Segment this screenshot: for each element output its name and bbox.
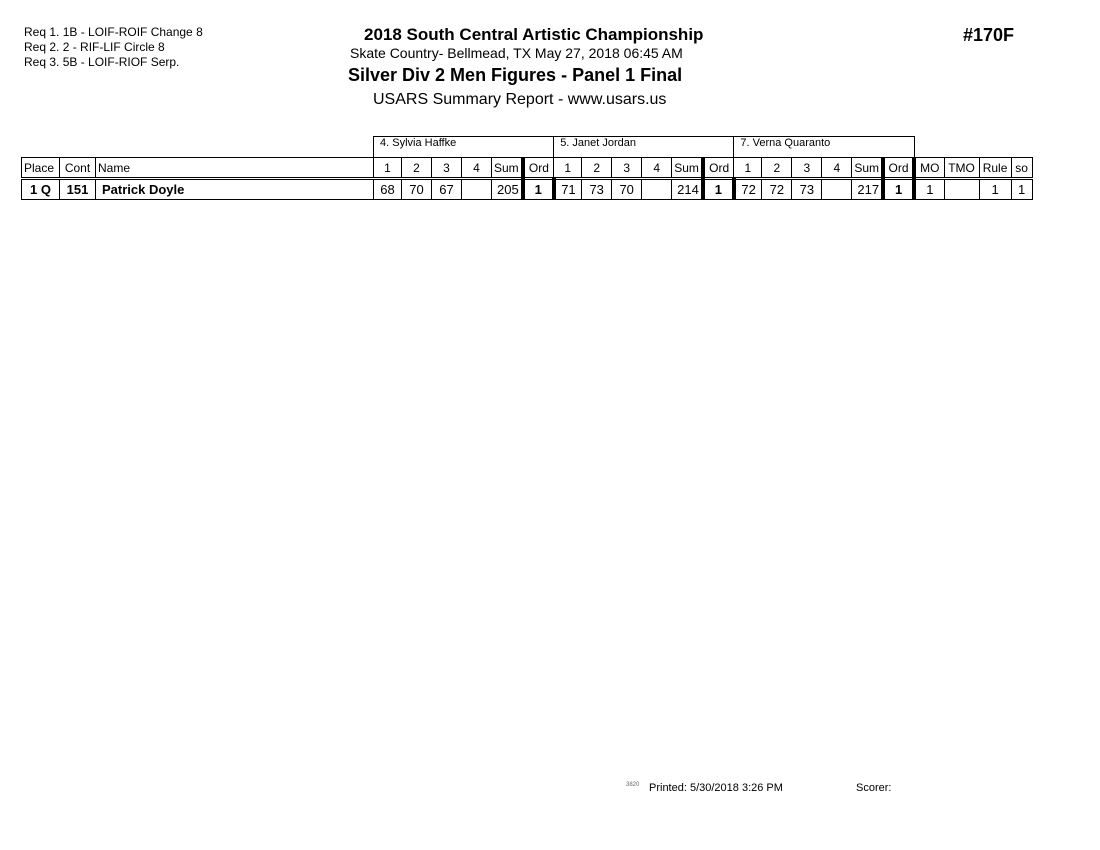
score [641, 178, 673, 200]
footer-code: 3820 [626, 782, 640, 788]
championship-title: 2018 South Central Artistic Championship [364, 25, 704, 44]
scorer-label: Scorer: [856, 782, 892, 794]
score: 68 [373, 178, 402, 200]
sum: 214 [671, 178, 704, 200]
score: 70 [611, 178, 643, 200]
col-score-1: 1 [553, 157, 583, 180]
col-so: so [1010, 157, 1033, 180]
score: 70 [401, 178, 432, 200]
col-score-3: 3 [431, 157, 462, 180]
score: 73 [581, 178, 613, 200]
col-score-2: 2 [401, 157, 432, 180]
skater-name: Patrick Doyle [95, 178, 374, 200]
col-mo: MO [912, 157, 945, 180]
col-score-3: 3 [611, 157, 643, 180]
score [821, 178, 853, 200]
event-title: Silver Div 2 Men Figures - Panel 1 Final [348, 65, 683, 85]
col-sum: Sum [490, 157, 524, 180]
col-score-1: 1 [733, 157, 763, 180]
judge-header: 7. Verna Quaranto [733, 136, 915, 158]
requirements: Req 1. 1B - LOIF-ROIF Change 8 Req 2. 2 … [24, 25, 203, 70]
score [461, 178, 492, 200]
col-score-1: 1 [373, 157, 402, 180]
col-score-4: 4 [821, 157, 853, 180]
col-cont: Cont [59, 157, 96, 180]
cont: 151 [59, 178, 96, 200]
score: 73 [791, 178, 823, 200]
event-number: #170F [963, 25, 1015, 45]
requirement-1: Req 1. 1B - LOIF-ROIF Change 8 [24, 25, 203, 39]
score: 67 [431, 178, 462, 200]
col-score-2: 2 [581, 157, 613, 180]
col-ord: Ord [520, 157, 555, 180]
ordinal: 1 [520, 178, 555, 200]
col-score-3: 3 [791, 157, 823, 180]
sum: 205 [490, 178, 524, 200]
requirement-3: Req 3. 5B - LOIF-RIOF Serp. [24, 55, 180, 69]
col-ord: Ord [700, 157, 735, 180]
printed-timestamp: Printed: 5/30/2018 3:26 PM [649, 782, 783, 794]
col-score-4: 4 [461, 157, 492, 180]
sum: 217 [851, 178, 884, 200]
col-sum: Sum [851, 157, 884, 180]
col-tmo: TMO [943, 157, 980, 180]
col-sum: Sum [671, 157, 704, 180]
table-row: 1 Q 151 Patrick Doyle 68 70 67 205 1 71 73 70 2… [21, 178, 1033, 200]
col-score-2: 2 [761, 157, 793, 180]
ordinal: 1 [700, 178, 735, 200]
judge-header: 5. Janet Jordan [553, 136, 735, 158]
rule: 1 [978, 178, 1012, 200]
col-name: Name [95, 157, 374, 180]
requirement-2: Req 2. 2 - RIF-LIF Circle 8 [24, 40, 165, 54]
results-table: 4. Sylvia Haffke 5. Janet Jordan 7. Vern… [21, 136, 1033, 200]
ordinal: 1 [881, 178, 915, 200]
report-title: USARS Summary Report - www.usars.us [373, 91, 667, 108]
so: 1 [1010, 178, 1033, 200]
col-ord: Ord [881, 157, 915, 180]
place: 1 Q [21, 178, 60, 200]
score: 72 [761, 178, 793, 200]
judge-header: 4. Sylvia Haffke [372, 136, 555, 158]
mo: 1 [912, 178, 945, 200]
score: 72 [731, 178, 763, 200]
location-date: Skate Country- Bellmead, TX May 27, 2018… [350, 45, 683, 61]
tmo [943, 178, 980, 200]
score: 71 [551, 178, 583, 200]
col-place: Place [21, 157, 60, 180]
col-score-4: 4 [641, 157, 673, 180]
col-rule: Rule [978, 157, 1012, 180]
